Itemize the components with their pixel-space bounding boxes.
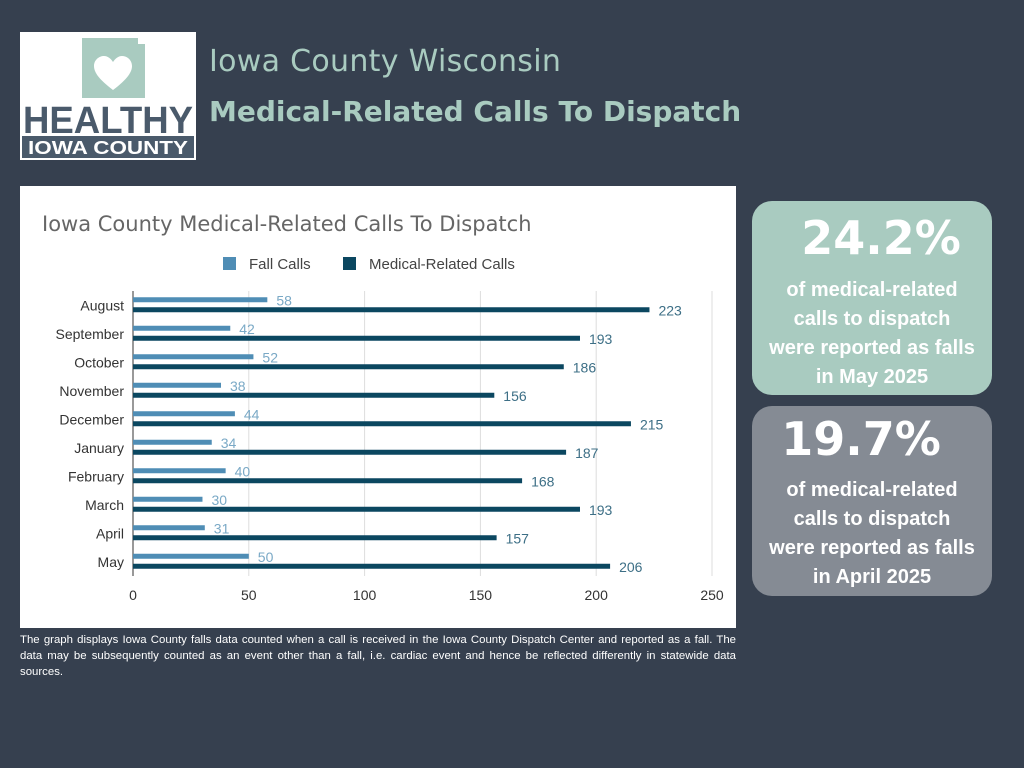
logo-line1: HEALTHY	[23, 100, 193, 142]
data-label: 223	[658, 302, 682, 318]
stat-line: in April 2025	[812, 566, 932, 588]
x-tick-label: 200	[585, 587, 609, 603]
stat-card-may: 24.2% of medical-related calls to dispat…	[752, 201, 992, 395]
bar	[133, 439, 212, 445]
healthy-iowa-county-logo: HEALTHY IOWA COUNTY	[20, 32, 196, 160]
data-label: 168	[531, 473, 555, 489]
data-label: 42	[239, 321, 255, 337]
category-label: January	[74, 440, 124, 456]
stat-card-april: 19.7% of medical-related calls to dispat…	[752, 406, 992, 596]
chart-title: Iowa County Medical-Related Calls To Dis…	[42, 212, 532, 236]
bar	[133, 478, 523, 484]
category-label: March	[85, 497, 124, 513]
chart-category-labels: August September October November December Ja…	[56, 297, 125, 570]
data-label: 215	[640, 416, 664, 432]
stat-value: 19.7%	[781, 412, 941, 466]
bar	[133, 535, 497, 541]
page-title: Iowa County Wisconsin	[209, 44, 562, 79]
data-label: 50	[258, 549, 274, 565]
bar	[133, 496, 203, 502]
category-label: February	[68, 468, 124, 484]
bar	[133, 563, 611, 569]
chart-legend: Fall Calls Medical-Related Calls	[223, 256, 515, 273]
bar	[133, 307, 650, 313]
stat-line: in May 2025	[815, 366, 929, 388]
data-label: 44	[244, 406, 260, 422]
category-label: December	[59, 411, 124, 427]
legend-label: Medical-Related Calls	[369, 256, 515, 273]
bar	[133, 421, 631, 427]
category-label: September	[56, 326, 125, 342]
bar	[133, 364, 564, 370]
stat-description: of medical-related calls to dispatch wer…	[752, 276, 992, 392]
data-label: 38	[230, 378, 246, 394]
data-label: 186	[573, 359, 597, 375]
data-label: 31	[214, 520, 230, 536]
data-label: 157	[506, 530, 530, 546]
bar	[133, 297, 268, 303]
stat-line: were reported as falls	[769, 537, 975, 559]
stat-description: of medical-related calls to dispatch wer…	[752, 476, 992, 592]
stat-line: calls to dispatch	[793, 508, 951, 530]
category-label: August	[80, 297, 124, 313]
data-label: 40	[235, 463, 251, 479]
chart-bars: 58 223 42 193 52 186 38 156 44 215 34 187 40 168 30 193…	[133, 292, 682, 575]
data-label: 187	[575, 445, 599, 461]
bar	[133, 411, 235, 417]
logo-line2: IOWA COUNTY	[28, 138, 188, 158]
chart-panel: Iowa County Medical-Related Calls To Dis…	[20, 186, 736, 628]
category-label: October	[74, 354, 124, 370]
bar	[133, 382, 222, 388]
bar	[133, 553, 249, 559]
category-label: November	[59, 383, 124, 399]
bar	[133, 449, 567, 455]
category-label: May	[98, 554, 124, 570]
data-label: 34	[221, 435, 237, 451]
page-subtitle: Medical-Related Calls To Dispatch	[209, 95, 742, 128]
footnote: The graph displays Iowa County falls dat…	[20, 634, 736, 678]
data-label: 52	[262, 349, 278, 365]
stat-value: 24.2%	[801, 211, 961, 265]
stat-line: of medical-related	[786, 279, 958, 301]
x-tick-label: 0	[129, 587, 137, 603]
bar	[133, 506, 580, 512]
legend-swatch	[223, 257, 236, 270]
x-tick-label: 150	[469, 587, 493, 603]
legend-label: Fall Calls	[249, 256, 311, 273]
bar	[133, 354, 254, 360]
data-label: 193	[589, 502, 613, 518]
heart-icon	[94, 56, 132, 90]
data-label: 156	[503, 388, 527, 404]
category-label: April	[96, 525, 124, 541]
bar	[133, 392, 495, 398]
x-tick-label: 250	[700, 587, 724, 603]
bar-chart: Iowa County Medical-Related Calls To Dis…	[42, 212, 724, 603]
logo-band	[22, 136, 194, 158]
stat-line: of medical-related	[786, 479, 958, 501]
bar	[133, 468, 226, 474]
legend-swatch	[343, 257, 356, 270]
data-label: 193	[589, 331, 613, 347]
chart-x-tick-labels: 0 50 100 150 200 250	[129, 587, 724, 603]
stat-line: were reported as falls	[769, 337, 975, 359]
data-label: 206	[619, 559, 643, 575]
x-tick-label: 50	[241, 587, 257, 603]
data-label: 30	[211, 492, 227, 508]
bar	[133, 325, 231, 331]
stat-line: calls to dispatch	[793, 308, 951, 330]
bar	[133, 525, 205, 531]
bar	[133, 335, 580, 341]
data-label: 58	[276, 292, 292, 308]
x-tick-label: 100	[353, 587, 377, 603]
